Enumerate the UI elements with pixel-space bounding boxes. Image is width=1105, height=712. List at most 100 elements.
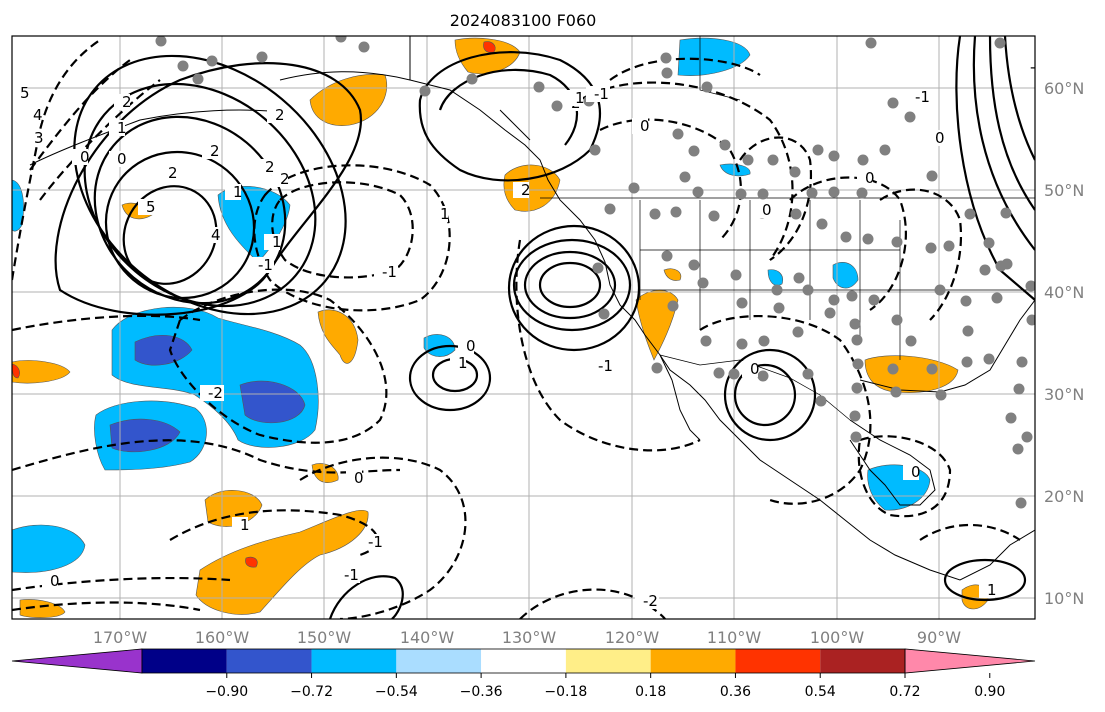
station-marker (661, 250, 673, 262)
station-marker (736, 338, 748, 350)
contour-label-bg (360, 534, 384, 550)
station-markers (155, 36, 1035, 509)
latitude-labels: 60°N 50°N 40°N 30°N 20°N 10°N (1044, 79, 1084, 608)
station-marker (1005, 412, 1017, 424)
contour-label: -1 (368, 533, 383, 551)
station-marker (983, 237, 995, 249)
latitude-label: 10°N (1044, 589, 1084, 608)
station-marker (934, 284, 946, 296)
station-marker (840, 231, 852, 243)
station-marker (904, 111, 916, 123)
station-marker (1015, 497, 1027, 509)
station-marker (177, 60, 189, 72)
longitude-label: 110°W (707, 628, 762, 647)
contour-label-bg (374, 264, 398, 280)
political-borders (540, 36, 1035, 421)
contour-label-bg (754, 202, 770, 218)
station-marker (802, 368, 814, 380)
colorbar-tick-label: −0.18 (544, 684, 587, 700)
station-marker (857, 154, 869, 166)
negative-anomaly-area (12, 179, 24, 232)
station-marker (773, 302, 785, 314)
contour-label-bg (200, 385, 224, 401)
colorbar-bin (565, 649, 651, 673)
map-title: 2024083100 F060 (450, 11, 597, 30)
station-marker (419, 85, 431, 97)
station-marker (598, 308, 610, 320)
contour-label-bg (272, 171, 288, 187)
station-marker (995, 260, 1007, 272)
contour-label: 0 (354, 469, 364, 487)
contour-label-bg (907, 89, 931, 105)
station-marker (1000, 207, 1012, 219)
contour-label-bg (12, 85, 28, 101)
negative-anomaly-area (423, 334, 456, 357)
latitude-label: 60°N (1044, 79, 1084, 98)
contour-label: 0 (762, 201, 772, 219)
station-marker (730, 269, 742, 281)
contour-label: -1 (258, 256, 273, 274)
station-marker (849, 318, 861, 330)
colorbar-extend-high (904, 648, 1036, 674)
contour-label: 0 (935, 129, 945, 147)
station-marker (964, 208, 976, 220)
station-marker (887, 97, 899, 109)
colorbar-tick-label: −0.54 (375, 684, 418, 700)
positive-anomaly-area (311, 463, 339, 483)
station-marker (961, 356, 973, 368)
station-marker (960, 295, 972, 307)
station-marker (926, 170, 938, 182)
contour-label: 0 (750, 360, 760, 378)
contour-label: 1 (272, 233, 282, 251)
contour-label-bg (979, 582, 995, 598)
station-marker (192, 73, 204, 85)
station-marker (846, 290, 858, 302)
station-marker (679, 171, 691, 183)
positive-anomaly-area (317, 309, 359, 364)
contour-label-bg (632, 118, 648, 134)
contour-label-bg (927, 130, 943, 146)
contour-label-bg (346, 470, 362, 486)
map-frame (11, 35, 1036, 620)
contour-label: 2 (122, 93, 132, 111)
station-marker (828, 186, 840, 198)
station-marker (206, 55, 218, 67)
colorbar-bin (735, 649, 821, 673)
colorbar-extend-low (11, 648, 143, 674)
contour-label: 1 (458, 354, 468, 372)
positive-anomaly-area (454, 37, 521, 75)
station-marker (862, 233, 874, 245)
colorbar-tick-label: −0.90 (205, 684, 248, 700)
station-marker (661, 67, 673, 79)
contour-label: 4 (33, 106, 43, 124)
negative-anomaly-core (134, 335, 193, 366)
contour-label-bg (138, 199, 154, 215)
station-marker (736, 297, 748, 309)
contour-label-bg (25, 107, 41, 123)
negative-anomaly-area (719, 163, 751, 177)
positive-anomaly-core (245, 556, 258, 568)
colorbar-bin (142, 649, 227, 673)
latitude-label: 20°N (1044, 487, 1084, 506)
contour-value-labels: 54321005421221221-1-201221-100-1-1010-1-… (12, 58, 1035, 610)
contour-label: 2 (275, 106, 285, 124)
contour-label: 2 (521, 181, 531, 199)
station-marker (1025, 280, 1035, 292)
station-marker (155, 36, 167, 47)
station-marker (816, 218, 828, 230)
station-marker (935, 389, 947, 401)
colorbar-bin (226, 649, 312, 673)
longitude-label: 170°W (93, 628, 148, 647)
negative-anomaly-area (677, 37, 751, 76)
contour-label-bg (635, 593, 659, 609)
station-marker (856, 187, 868, 199)
station-marker (688, 259, 700, 271)
station-marker (358, 41, 370, 53)
station-marker (868, 294, 880, 306)
contour-label-bg (586, 86, 610, 102)
colorbar-bin (650, 649, 736, 673)
contour-label-bg (72, 149, 88, 165)
station-marker (771, 284, 783, 296)
latitude-label: 50°N (1044, 181, 1084, 200)
longitude-label: 100°W (810, 628, 865, 647)
